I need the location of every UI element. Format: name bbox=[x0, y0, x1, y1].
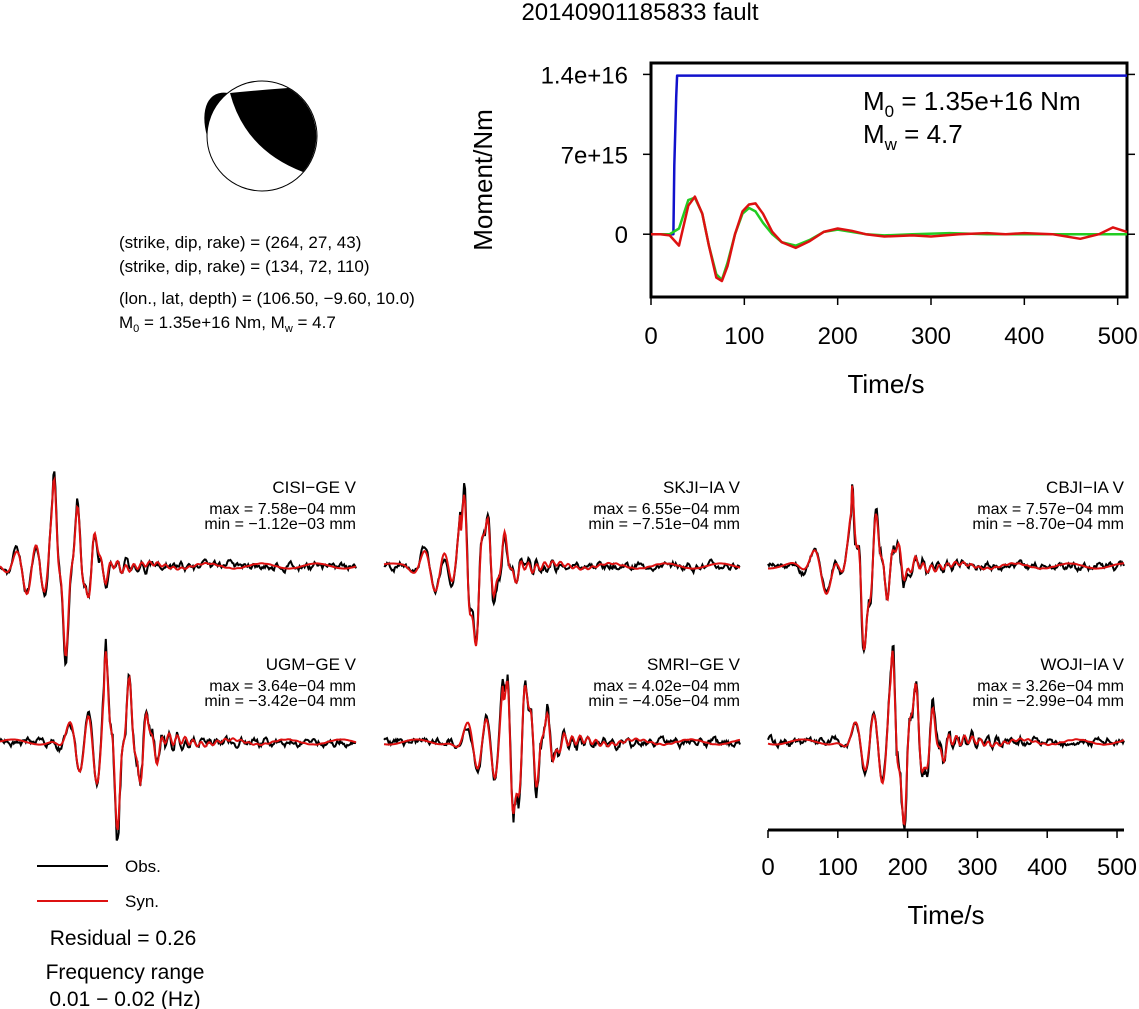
waveform-xtick-label: 100 bbox=[818, 854, 858, 881]
moment-series-group bbox=[651, 74, 1128, 283]
nodal-plane-2: (strike, dip, rake) = (134, 72, 110) bbox=[119, 257, 370, 276]
legend: Obs. Syn. bbox=[37, 857, 161, 911]
moment-y-ticks: 0 7e+15 1.4e+16 bbox=[541, 62, 1135, 249]
legend-syn-label: Syn. bbox=[125, 892, 159, 911]
station-name: SMRI−GE V bbox=[647, 655, 741, 674]
moment-xtick-label: 0 bbox=[644, 323, 657, 350]
moment-series-line-1 bbox=[651, 196, 1127, 282]
synthetic-trace bbox=[0, 651, 357, 831]
station-min: min = −8.70e−04 mm bbox=[972, 516, 1124, 533]
moment-m0-annotation: M0 = 1.35e+16 Nm bbox=[863, 86, 1081, 121]
legend-obs-label: Obs. bbox=[125, 857, 161, 876]
moment-x-axis-label: Time/s bbox=[847, 369, 924, 399]
moment-x-ticks: 0 100 200 300 400 500 bbox=[644, 297, 1138, 350]
station-max: max = 6.55e−04 mm bbox=[593, 501, 740, 518]
synthetic-trace bbox=[768, 485, 1124, 651]
waveform-xtick-label: 500 bbox=[1097, 854, 1137, 881]
moment-ytick-label: 7e+15 bbox=[561, 142, 628, 169]
station-min: min = −2.99e−04 mm bbox=[972, 693, 1124, 710]
station-max: max = 7.58e−04 mm bbox=[209, 501, 356, 518]
moment-xtick-label: 500 bbox=[1098, 323, 1138, 350]
station-max: max = 4.02e−04 mm bbox=[593, 678, 740, 695]
frequency-range-value: 0.01 − 0.02 (Hz) bbox=[49, 988, 200, 1009]
station-name: UGM−GE V bbox=[266, 655, 357, 674]
nodal-plane-1: (strike, dip, rake) = (264, 27, 43) bbox=[119, 233, 361, 252]
station-name: SKJI−IA V bbox=[663, 478, 741, 497]
station-name: CBJI−IA V bbox=[1046, 478, 1125, 497]
synthetic-trace bbox=[0, 475, 357, 657]
figure-title: 20140901185833 fault bbox=[521, 0, 758, 26]
moment-plot: 0 7e+15 1.4e+16 0 100 200 300 400 500 Moment/Nm… bbox=[468, 61, 1138, 399]
moment-series-line-2 bbox=[651, 195, 1128, 283]
station-name: WOJI−IA V bbox=[1040, 655, 1124, 674]
frequency-range-title: Frequency range bbox=[46, 961, 205, 984]
waveform-xtick-label: 0 bbox=[761, 854, 774, 881]
station-min: min = −4.05e−04 mm bbox=[588, 693, 740, 710]
moment-xtick-label: 300 bbox=[911, 323, 951, 350]
station-min: min = −3.42e−04 mm bbox=[204, 693, 356, 710]
residual-text: Residual = 0.26 bbox=[50, 927, 197, 950]
moment-xtick-label: 400 bbox=[1004, 323, 1044, 350]
station-min: min = −7.51e−04 mm bbox=[588, 516, 740, 533]
station-max: max = 3.64e−04 mm bbox=[209, 678, 356, 695]
station-max: max = 7.57e−04 mm bbox=[977, 501, 1124, 518]
moment-summary: M0 = 1.35e+16 Nm, Mw = 4.7 bbox=[119, 313, 336, 335]
synthetic-trace bbox=[767, 650, 1125, 826]
synthetic-trace bbox=[383, 680, 741, 815]
station-name: CISI−GE V bbox=[272, 478, 356, 497]
waveform-xtick-label: 200 bbox=[888, 854, 928, 881]
moment-xtick-label: 100 bbox=[724, 323, 764, 350]
station-max: max = 3.26e−04 mm bbox=[977, 678, 1124, 695]
focal-parameters: (strike, dip, rake) = (264, 27, 43) (str… bbox=[119, 233, 415, 335]
waveform-time-axis: 0 100 200 300 400 500 Time/s bbox=[761, 828, 1137, 930]
focal-mechanism-beachball bbox=[204, 80, 318, 192]
waveform-xtick-label: 300 bbox=[957, 854, 997, 881]
moment-mw-annotation: Mw = 4.7 bbox=[863, 119, 963, 154]
moment-ytick-label: 1.4e+16 bbox=[541, 62, 628, 89]
waveform-xtick-label: 400 bbox=[1027, 854, 1067, 881]
waveform-x-axis-label: Time/s bbox=[907, 900, 984, 930]
moment-xtick-label: 200 bbox=[818, 323, 858, 350]
moment-ytick-label: 0 bbox=[615, 222, 628, 249]
synthetic-trace bbox=[383, 494, 741, 647]
moment-y-axis-label: Moment/Nm bbox=[468, 109, 498, 251]
hypocenter: (lon., lat, depth) = (106.50, −9.60, 10.… bbox=[119, 289, 415, 308]
station-min: min = −1.12e−03 mm bbox=[204, 516, 356, 533]
